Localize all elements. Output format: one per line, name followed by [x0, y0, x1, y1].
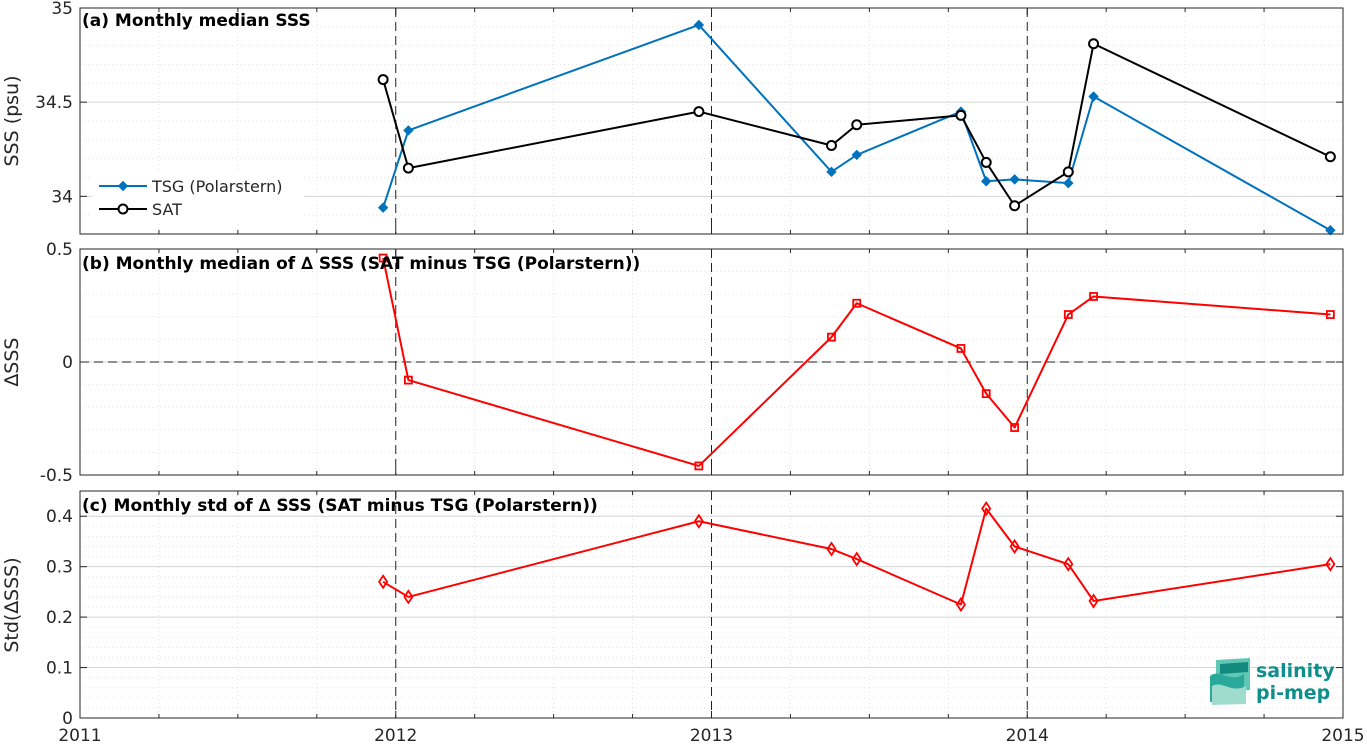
- data-point: [403, 125, 414, 136]
- legend-box: [92, 171, 304, 223]
- data-point: [403, 589, 414, 605]
- data-point: [1089, 292, 1098, 301]
- panel-a-frame: [79, 7, 1344, 235]
- data-point: [1062, 166, 1074, 178]
- data-point: [403, 375, 413, 385]
- data-point: [378, 574, 389, 590]
- panel-c-y-ticks: 0 0.1 0.2 0.3 0.4: [46, 507, 73, 729]
- panel-c-frame: [79, 490, 1344, 719]
- y-tick-label: 0.2: [46, 608, 73, 628]
- data-point: [1088, 38, 1100, 50]
- data-point: [377, 74, 389, 86]
- x-tick-label: 2011: [58, 726, 101, 745]
- y-tick-label: 0.4: [46, 507, 73, 527]
- legend-marker-sat: [117, 203, 129, 215]
- panel-c-y-label: Std(∆SSS): [1, 557, 23, 652]
- panel-c-x-ticks: 2011 2012 2013 2014 2015: [58, 726, 1364, 745]
- data-point: [852, 298, 862, 308]
- logo-line2: pi-mep: [1256, 682, 1330, 704]
- data-point: [1088, 593, 1099, 609]
- y-tick-label: 0.3: [46, 558, 73, 578]
- legend-marker-tsg: [117, 180, 129, 192]
- panel-b-y-label: ∆SSS: [1, 338, 23, 388]
- panel-c-std-delta: 0 0.1 0.2 0.3 0.4 (c) Monthly std of ∆ SSS (…: [1, 490, 1365, 745]
- data-point: [851, 149, 862, 161]
- panel-b-title: (b) Monthly median of ∆ SSS (SAT minus T…: [82, 254, 640, 274]
- x-tick-label: 2015: [1321, 726, 1364, 745]
- y-tick-label: 0.1: [46, 659, 73, 679]
- y-tick-label: 0: [62, 709, 73, 729]
- x-tick-label: 2014: [1006, 726, 1049, 745]
- data-point: [851, 551, 862, 567]
- data-point: [1009, 538, 1020, 555]
- logo-emblem: [1210, 658, 1250, 705]
- series-line: [382, 257, 1331, 467]
- data-point: [981, 501, 992, 517]
- panel-b-series: [378, 253, 1335, 471]
- data-point: [693, 106, 705, 118]
- data-point: [1325, 225, 1336, 236]
- data-point: [955, 109, 967, 121]
- panel-a-title: (a) Monthly median SSS: [82, 11, 311, 31]
- data-point: [693, 19, 705, 31]
- data-point: [1063, 556, 1074, 572]
- data-point: [981, 389, 991, 399]
- data-point: [980, 176, 992, 187]
- data-point: [1324, 151, 1336, 163]
- y-tick-label: 34: [51, 187, 73, 207]
- data-point: [1010, 423, 1020, 432]
- data-point: [825, 139, 837, 151]
- data-point: [1063, 177, 1074, 189]
- data-point: [956, 344, 966, 353]
- data-point: [826, 541, 837, 557]
- data-point: [980, 156, 992, 168]
- y-tick-label: 34.5: [35, 93, 73, 113]
- y-tick-label: -0.5: [40, 466, 73, 486]
- series-line: [382, 507, 1331, 606]
- panel-a-grid: [79, 7, 1344, 235]
- panel-b-median-delta: -0.5 0 0.5 (b) Monthly median of ∆ SSS (SA…: [1, 240, 1344, 486]
- x-tick-label: 2012: [374, 726, 417, 745]
- data-point: [1063, 310, 1073, 319]
- x-tick-label: 2013: [690, 726, 733, 745]
- panel-c-series: [378, 501, 1336, 613]
- data-point: [827, 332, 836, 342]
- data-point: [377, 202, 389, 213]
- panel-b-y-ticks: -0.5 0 0.5: [40, 240, 73, 486]
- data-point: [693, 513, 704, 529]
- data-point: [955, 596, 967, 613]
- data-point: [1325, 310, 1335, 319]
- data-point: [378, 253, 388, 263]
- logo-line1: salinity: [1256, 660, 1335, 682]
- panel-c-title: (c) Monthly std of ∆ SSS (SAT minus TSG …: [82, 496, 598, 516]
- data-point: [851, 119, 863, 131]
- legend-label-tsg: TSG (Polarstern): [151, 177, 282, 196]
- data-point: [826, 166, 837, 178]
- panel-a-y-ticks: 34 34.5 35: [35, 0, 73, 207]
- data-point: [1009, 200, 1021, 212]
- panel-a-legend: TSG (Polarstern) SAT: [92, 171, 304, 223]
- data-point: [1009, 174, 1020, 185]
- salinity-pi-mep-logo: salinity pi-mep: [1210, 658, 1335, 705]
- data-point: [1088, 91, 1099, 102]
- panel-a-median-sss: 34 34.5 35 (a) Monthly median SSS SSS (psu…: [1, 0, 1344, 236]
- y-tick-label: 35: [51, 0, 73, 19]
- legend-label-sat: SAT: [152, 200, 182, 219]
- data-point: [1325, 556, 1336, 572]
- y-tick-label: 0.5: [46, 240, 73, 260]
- panel-a-y-label: SSS (psu): [1, 75, 23, 166]
- panel-b-frame: [79, 248, 1344, 476]
- y-tick-label: 0: [62, 353, 73, 373]
- data-point: [694, 461, 704, 471]
- panel-a-series: [377, 19, 1336, 236]
- data-point: [402, 162, 414, 174]
